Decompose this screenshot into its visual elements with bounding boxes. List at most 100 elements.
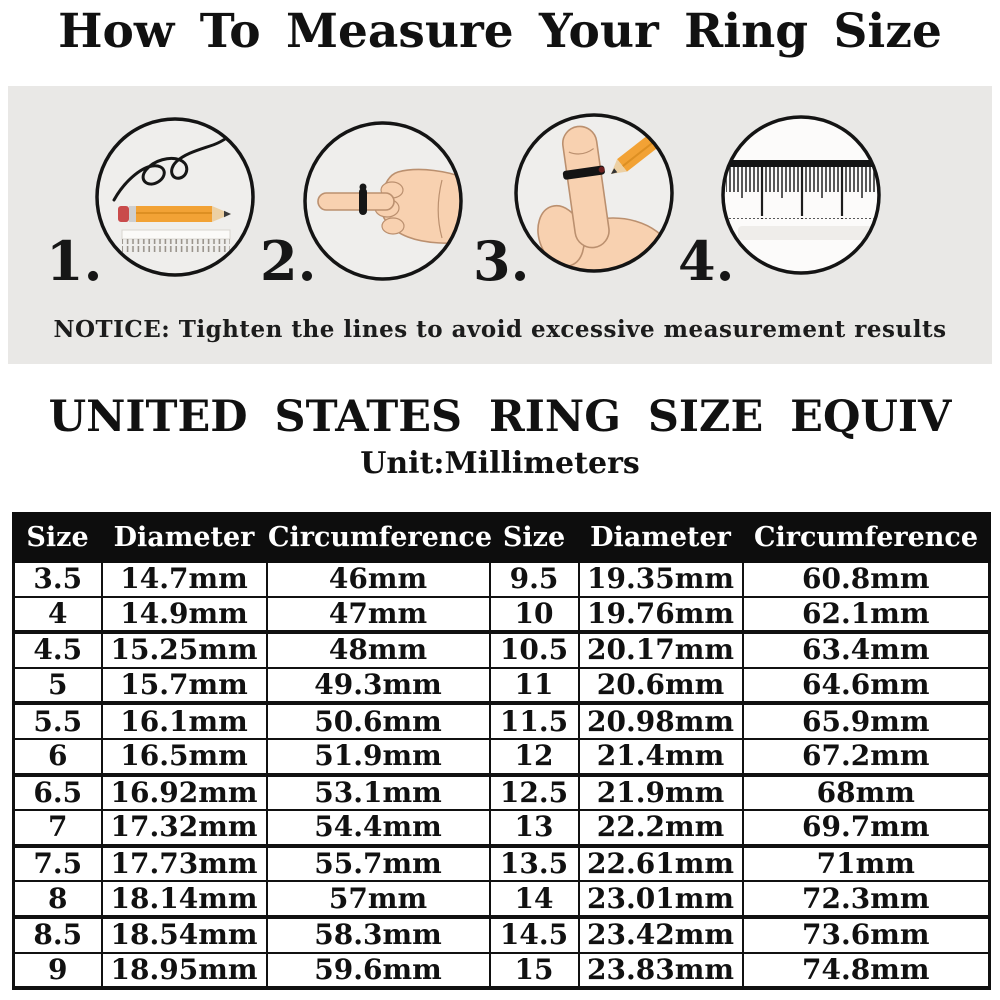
step-1-number: 1. bbox=[46, 229, 103, 293]
table-cell: 5 bbox=[12, 666, 103, 706]
table-cell: 5.5 bbox=[12, 702, 103, 740]
table-cell: 48mm bbox=[265, 631, 491, 669]
table-cell: 15 bbox=[488, 951, 580, 991]
section-title: UNITED STATES RING SIZE EQUIV bbox=[48, 392, 952, 442]
table-row: 6.5 16.92mm 53.1mm 12.5 21.9mm 68mm bbox=[12, 773, 991, 812]
table-cell: 19.76mm bbox=[577, 595, 744, 635]
table-cell: 7 bbox=[12, 809, 103, 848]
table-cell: 6.5 bbox=[12, 773, 103, 812]
table-cell: 58.3mm bbox=[265, 915, 491, 954]
table-cell: 4.5 bbox=[12, 631, 103, 669]
table-cell: 69.7mm bbox=[741, 809, 991, 848]
table-cell: 23.01mm bbox=[577, 880, 744, 919]
measure-steps-panel: 1. 2. bbox=[8, 86, 992, 364]
table-cell: 71mm bbox=[741, 844, 991, 883]
ruler-measure-icon bbox=[720, 114, 882, 276]
table-cell: 9.5 bbox=[488, 560, 580, 598]
col-header-diameter-left: Diameter bbox=[100, 512, 268, 563]
table-cell: 6 bbox=[12, 737, 103, 777]
table-cell: 18.95mm bbox=[100, 951, 268, 991]
table-cell: 47mm bbox=[265, 595, 491, 635]
table-cell: 10.5 bbox=[488, 631, 580, 669]
table-cell: 20.98mm bbox=[577, 702, 744, 740]
col-header-diameter-right: Diameter bbox=[577, 512, 744, 563]
table-cell: 11.5 bbox=[488, 702, 580, 740]
table-cell: 72.3mm bbox=[741, 880, 991, 919]
col-header-size-left: Size bbox=[12, 512, 103, 563]
table-row: 5 15.7mm 49.3mm 11 20.6mm 64.6mm bbox=[12, 666, 991, 706]
table-header-row: Size Diameter Circumference Size Diamete… bbox=[12, 512, 991, 563]
table-cell: 53.1mm bbox=[265, 773, 491, 812]
step-4-number: 4. bbox=[678, 229, 735, 293]
col-header-circumference-right: Circumference bbox=[741, 512, 991, 563]
table-row: 9 18.95mm 59.6mm 15 23.83mm 74.8mm bbox=[12, 951, 991, 991]
table-cell: 9 bbox=[12, 951, 103, 991]
table-cell: 64.6mm bbox=[741, 666, 991, 706]
table-cell: 20.6mm bbox=[577, 666, 744, 706]
table-cell: 10 bbox=[488, 595, 580, 635]
ring-size-table-body: 3.5 14.7mm 46mm 9.5 19.35mm 60.8mm 4 14.9mm 47mm… bbox=[12, 560, 991, 991]
table-cell: 20.17mm bbox=[577, 631, 744, 669]
table-cell: 3.5 bbox=[12, 560, 103, 598]
section-subtitle: Unit:Millimeters bbox=[360, 446, 640, 481]
table-cell: 21.4mm bbox=[577, 737, 744, 777]
table-cell: 11 bbox=[488, 666, 580, 706]
table-cell: 73.6mm bbox=[741, 915, 991, 954]
notice-text: NOTICE: Tighten the lines to avoid exces… bbox=[53, 316, 947, 343]
string-on-finger-icon bbox=[302, 120, 464, 282]
table-cell: 23.83mm bbox=[577, 951, 744, 991]
table-cell: 14.9mm bbox=[100, 595, 268, 635]
table-cell: 13.5 bbox=[488, 844, 580, 883]
table-cell: 49.3mm bbox=[265, 666, 491, 706]
table-cell: 14.7mm bbox=[100, 560, 268, 598]
table-cell: 22.2mm bbox=[577, 809, 744, 848]
table-cell: 14.5 bbox=[488, 915, 580, 954]
table-cell: 21.9mm bbox=[577, 773, 744, 812]
table-cell: 60.8mm bbox=[741, 560, 991, 598]
table-cell: 51.9mm bbox=[265, 737, 491, 777]
table-row: 7.5 17.73mm 55.7mm 13.5 22.61mm 71mm bbox=[12, 844, 991, 883]
table-row: 7 17.32mm 54.4mm 13 22.2mm 69.7mm bbox=[12, 809, 991, 848]
col-header-size-right: Size bbox=[488, 512, 580, 563]
table-cell: 16.92mm bbox=[100, 773, 268, 812]
table-cell: 62.1mm bbox=[741, 595, 991, 635]
table-row: 3.5 14.7mm 46mm 9.5 19.35mm 60.8mm bbox=[12, 560, 991, 598]
table-cell: 18.54mm bbox=[100, 915, 268, 954]
table-cell: 17.73mm bbox=[100, 844, 268, 883]
table-cell: 59.6mm bbox=[265, 951, 491, 991]
col-header-circumference-left: Circumference bbox=[265, 512, 492, 563]
table-cell: 57mm bbox=[265, 880, 491, 919]
table-cell: 63.4mm bbox=[741, 631, 991, 669]
table-cell: 15.25mm bbox=[100, 631, 268, 669]
table-cell: 68mm bbox=[741, 773, 991, 812]
table-cell: 16.1mm bbox=[100, 702, 268, 740]
table-cell: 19.35mm bbox=[577, 560, 744, 598]
table-cell: 22.61mm bbox=[577, 844, 744, 883]
step-3-number: 3. bbox=[473, 229, 530, 293]
ring-size-table: Size Diameter Circumference Size Diamete… bbox=[12, 512, 991, 991]
table-row: 4 14.9mm 47mm 10 19.76mm 62.1mm bbox=[12, 595, 991, 635]
table-cell: 18.14mm bbox=[100, 880, 268, 919]
table-cell: 46mm bbox=[265, 560, 491, 598]
step-2-number: 2. bbox=[260, 229, 317, 293]
table-cell: 14 bbox=[488, 880, 580, 919]
table-cell: 16.5mm bbox=[100, 737, 268, 777]
table-cell: 54.4mm bbox=[265, 809, 491, 848]
table-row: 6 16.5mm 51.9mm 12 21.4mm 67.2mm bbox=[12, 737, 991, 777]
table-row: 5.5 16.1mm 50.6mm 11.5 20.98mm 65.9mm bbox=[12, 702, 991, 740]
table-cell: 65.9mm bbox=[741, 702, 991, 740]
table-cell: 55.7mm bbox=[265, 844, 491, 883]
table-cell: 74.8mm bbox=[741, 951, 991, 991]
table-row: 8.5 18.54mm 58.3mm 14.5 23.42mm 73.6mm bbox=[12, 915, 991, 954]
table-cell: 13 bbox=[488, 809, 580, 848]
table-cell: 50.6mm bbox=[265, 702, 491, 740]
table-cell: 17.32mm bbox=[100, 809, 268, 848]
page-title: How To Measure Your Ring Size bbox=[58, 4, 942, 59]
table-cell: 12.5 bbox=[488, 773, 580, 812]
table-row: 4.5 15.25mm 48mm 10.5 20.17mm 63.4mm bbox=[12, 631, 991, 669]
table-cell: 7.5 bbox=[12, 844, 103, 883]
table-cell: 15.7mm bbox=[100, 666, 268, 706]
table-cell: 23.42mm bbox=[577, 915, 744, 954]
table-cell: 67.2mm bbox=[741, 737, 991, 777]
mark-string-with-pencil-icon bbox=[513, 112, 675, 274]
